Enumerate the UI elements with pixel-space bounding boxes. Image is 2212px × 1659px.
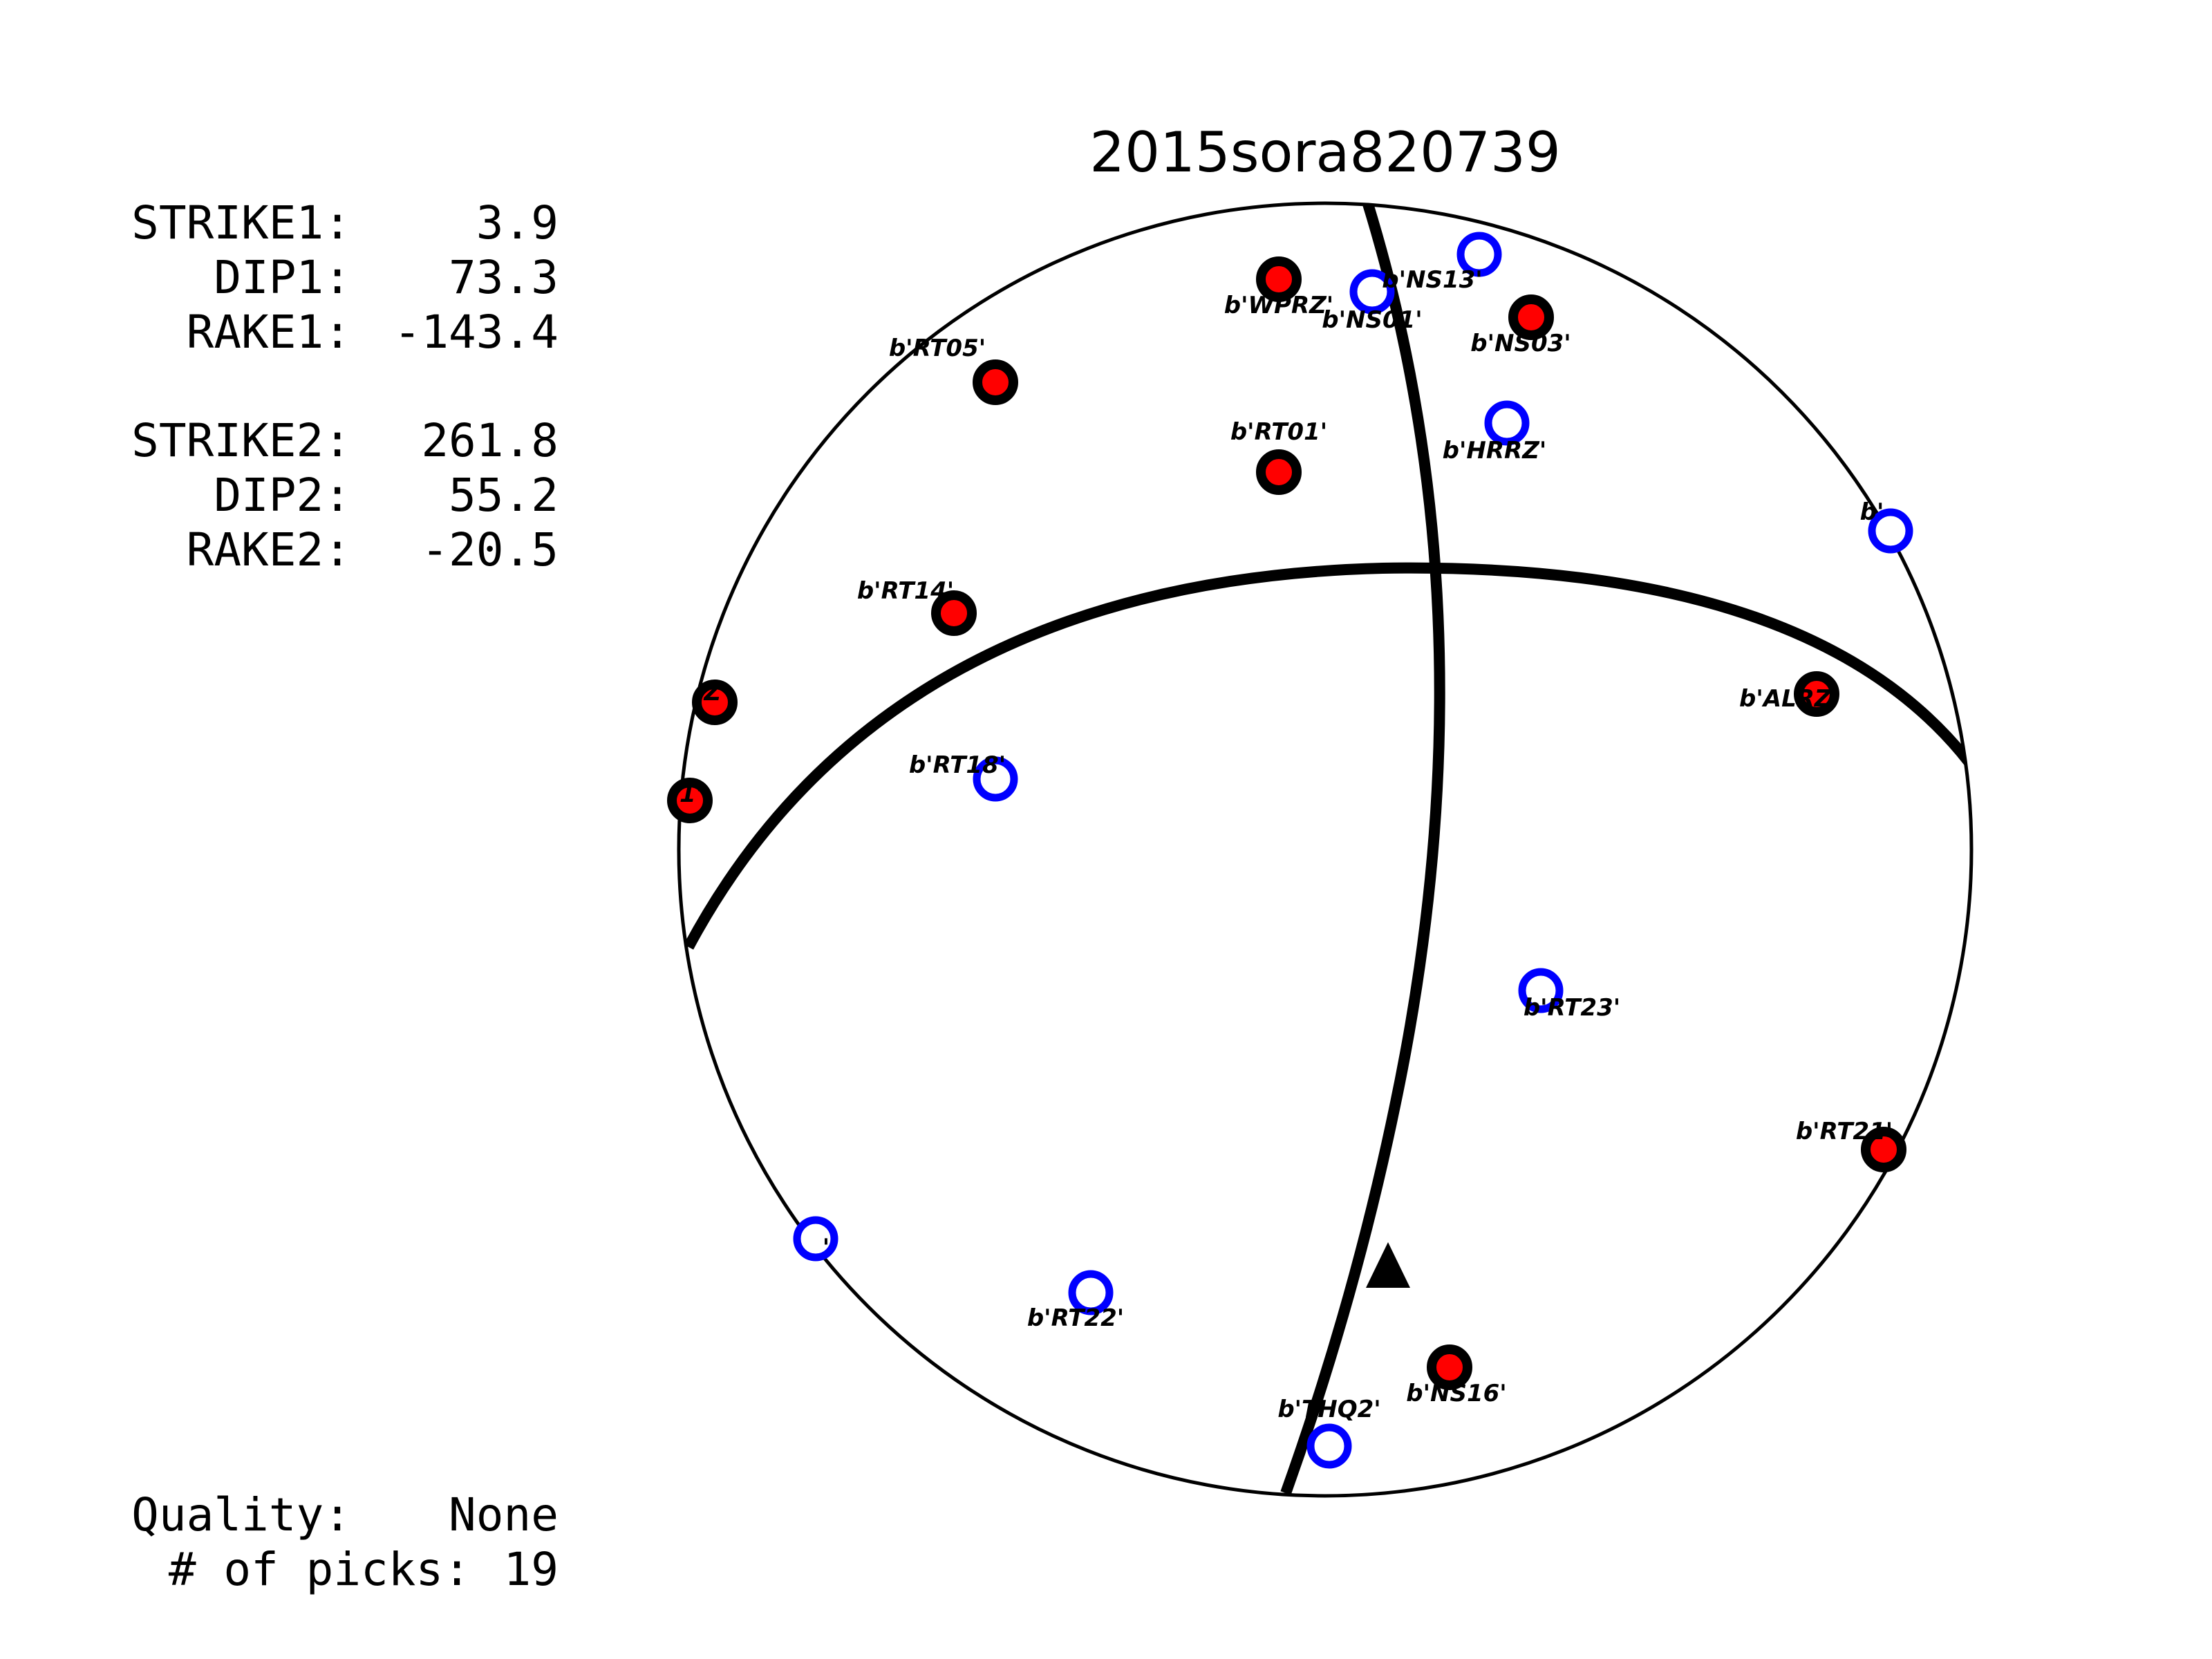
dip1-value: 73.3: [449, 251, 559, 304]
station-dilatation: b'THQ2': [1277, 1396, 1381, 1469]
compression-marker: [1256, 449, 1302, 495]
station-dilatation: ': [793, 1216, 838, 1262]
compression-marker: [667, 778, 713, 823]
compression-marker: [1427, 1344, 1472, 1390]
station-compression: b'RT01': [1230, 418, 1327, 495]
compression-marker: [692, 679, 738, 725]
rake1-value: -143.4: [394, 306, 559, 359]
station-compression: b'WPRZ': [1224, 256, 1333, 319]
station-label: Z': [703, 679, 728, 706]
dilatation-marker: [1484, 400, 1530, 446]
station-compression: 1': [667, 778, 713, 823]
dilatation-marker: [973, 756, 1018, 802]
station-label: b'RT18': [909, 751, 1006, 779]
rake1-label: RAKE1:: [187, 306, 351, 359]
station-compression: b'RT05': [889, 335, 1018, 405]
rake2-label: RAKE2:: [187, 523, 351, 577]
stereonet: b'WPRZ'b'NS01' b'NS13' b'NS03' b'RT05' b'RT0…: [667, 201, 1974, 1498]
station-compression: b'RT21': [1796, 1118, 1906, 1172]
station-label: b'NS03': [1470, 330, 1571, 357]
station-dilatation: b': [1860, 498, 1913, 554]
slip-direction-arrow: [1366, 1242, 1410, 1288]
compression-marker: [1256, 256, 1302, 302]
compression-marker: [1861, 1127, 1906, 1172]
dip2-label: DIP2:: [214, 469, 351, 522]
station-dilatation: b'RT22': [1027, 1270, 1124, 1332]
station-dilatation: b'NS13': [1382, 232, 1502, 294]
dilatation-marker: [1349, 269, 1395, 315]
station-label: b'RT14': [857, 577, 954, 605]
station-label: b'HRRZ': [1443, 437, 1547, 465]
station-label: b'NS13': [1382, 266, 1482, 294]
station-dilatation: b'HRRZ': [1443, 400, 1547, 465]
station-compression: b'NS16': [1406, 1344, 1507, 1407]
station-label: b'RT21': [1796, 1118, 1893, 1145]
station-dilatation: b'NS01': [1322, 269, 1423, 334]
station-label: b'NS01': [1322, 306, 1422, 334]
net-outline: [677, 201, 1974, 1498]
station-compression: b'RT14': [857, 577, 977, 636]
station-compression: Z': [692, 679, 738, 725]
station-label: b'RT23': [1524, 994, 1620, 1022]
strike1-label: STRIKE1:: [131, 196, 351, 250]
compression-marker: [973, 359, 1018, 405]
station-dilatation: b'RT18': [909, 751, 1018, 802]
station-label: b': [1860, 498, 1884, 526]
station-compression: b'NS03': [1470, 294, 1571, 357]
dilatation-marker: [793, 1216, 838, 1262]
station-label: b'THQ2': [1277, 1396, 1380, 1423]
station-label: b'RT05': [889, 335, 986, 362]
quality-value: None: [449, 1488, 559, 1541]
solution-parameters: STRIKE1: 3.9 DIP1: 73.3 RAKE1: -143.4 ST…: [131, 196, 559, 577]
compression-marker: [931, 590, 977, 636]
station-label: b'NS16': [1406, 1380, 1506, 1407]
strike2-label: STRIKE2:: [131, 414, 351, 467]
picks-value: 19: [504, 1543, 559, 1596]
dip2-value: 55.2: [449, 469, 559, 522]
dilatation-marker: [1306, 1423, 1352, 1469]
station-label: ': [823, 1234, 830, 1262]
quality-label: Quality:: [131, 1488, 351, 1541]
station-label: b'WPRZ': [1224, 292, 1333, 319]
station-compression: b'ALRZ': [1739, 671, 1839, 717]
dilatation-marker: [1068, 1270, 1114, 1315]
station-dilatation: b'RT23': [1518, 968, 1620, 1022]
station-label: b'RT22': [1027, 1304, 1124, 1332]
nodal-plane-2: [683, 562, 1971, 950]
dilatation-marker: [1518, 968, 1564, 1013]
station-label: b'RT01': [1230, 418, 1327, 446]
strike2-value: 261.8: [421, 414, 559, 467]
station-picks: b'WPRZ'b'NS01' b'NS13' b'NS03' b'RT05' b'RT0…: [667, 232, 1913, 1469]
dilatation-marker: [1868, 508, 1913, 554]
dip1-label: DIP1:: [214, 251, 351, 304]
compression-marker: [1508, 294, 1554, 340]
nodal-plane-1: [1280, 203, 1445, 1495]
quality-block: Quality: None # of picks: 19: [131, 1488, 559, 1596]
rake2-value: -20.5: [421, 523, 559, 577]
station-label: 1': [679, 780, 703, 808]
dilatation-marker: [1456, 232, 1502, 277]
strike1-value: 3.9: [476, 196, 559, 250]
station-label: b'ALRZ': [1739, 685, 1839, 713]
picks-label: # of picks:: [169, 1543, 471, 1596]
compression-marker: [1794, 671, 1839, 717]
event-title: 2015sora820739: [1089, 120, 1561, 185]
